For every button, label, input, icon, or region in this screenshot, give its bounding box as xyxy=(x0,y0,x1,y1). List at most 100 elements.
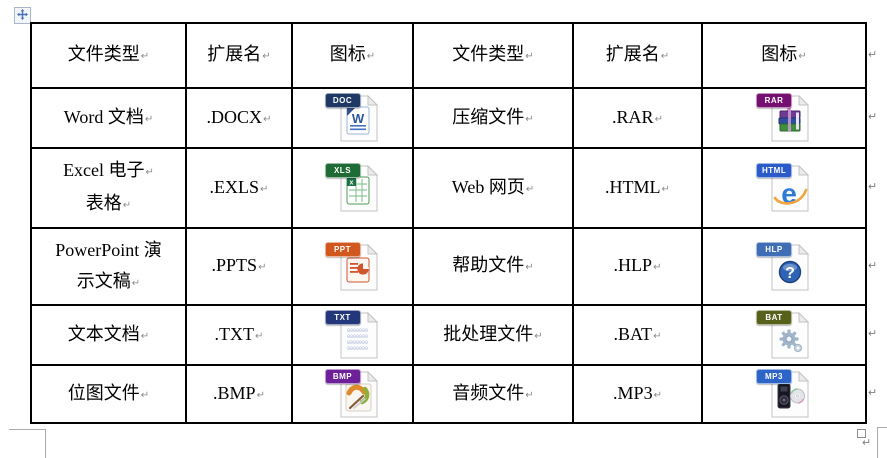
table-cell[interactable]: PPT xyxy=(291,227,414,306)
table-cell[interactable]: 压缩文件↵ xyxy=(412,87,574,149)
text-boundary-corner-mark xyxy=(877,427,887,428)
table-cell[interactable]: .RAR↵ xyxy=(572,87,703,149)
html-file-icon[interactable]: e HTML xyxy=(756,163,812,213)
end-of-cell-mark: ↵ xyxy=(144,113,154,125)
end-of-cell-mark: ↵ xyxy=(660,51,670,62)
cell-text: 批处理文件 xyxy=(443,323,534,344)
table-resize-handle[interactable] xyxy=(857,429,866,438)
ppt-file-icon[interactable]: PPT xyxy=(324,241,381,292)
table-cell[interactable]: 0000000 0000000 0000000 0000000 TXT xyxy=(291,304,414,366)
cell-text: .MP3 xyxy=(613,382,653,403)
cell-text: 示文稿 xyxy=(76,270,131,291)
end-of-cell-mark: ↵ xyxy=(525,262,534,273)
end-of-cell-mark: ↵ xyxy=(140,51,150,62)
table-cell[interactable]: ? HLP xyxy=(701,227,867,306)
text-boundary-corner-mark xyxy=(45,429,46,458)
table-cell[interactable]: 位图文件↵ xyxy=(30,364,187,424)
end-of-cell-mark: ↵ xyxy=(525,389,534,401)
table-cell[interactable]: .HTML↵ xyxy=(572,147,703,229)
table-cell[interactable]: BAT xyxy=(701,304,867,366)
end-of-cell-mark: ↵ xyxy=(145,167,154,178)
cell-text: 压缩文件 xyxy=(452,106,525,127)
table-cell[interactable]: 帮助文件↵ xyxy=(412,227,574,306)
column-header-text: 图标 xyxy=(761,44,798,64)
cell-text: .BMP xyxy=(213,382,256,403)
table-cell[interactable]: Word 文档↵ xyxy=(30,87,187,149)
end-of-row-mark: ↵ xyxy=(868,111,878,123)
table-cell[interactable]: 文本文档↵ xyxy=(30,304,187,366)
file-type-badge: BAT xyxy=(756,310,792,325)
column-header-text: 扩展名 xyxy=(605,44,660,64)
svg-text:x: x xyxy=(349,180,353,187)
svg-text:0000000: 0000000 xyxy=(347,340,368,346)
txt-file-icon[interactable]: 0000000 0000000 0000000 0000000 TXT xyxy=(324,310,381,360)
table-row: Excel 电子↵ 表格↵ .EXLS↵ x XLS Web 网页↵ .HTML↵ e HTML xyxy=(30,147,867,229)
end-of-cell-mark: ↵ xyxy=(263,113,272,125)
table-cell[interactable]: MP3 xyxy=(701,364,867,424)
svg-text:0000000: 0000000 xyxy=(347,328,368,334)
table-cell[interactable]: .BMP↵ xyxy=(185,364,293,424)
table-row: 位图文件↵ .BMP↵ BMP 音频文件↵ .MP3↵ MP3 xyxy=(30,364,867,424)
end-of-cell-mark: ↵ xyxy=(258,262,267,273)
end-of-cell-mark: ↵ xyxy=(366,51,376,62)
table-cell[interactable]: .EXLS↵ xyxy=(185,147,293,229)
hlp-file-icon[interactable]: ? HLP xyxy=(756,241,812,292)
cell-text: 音频文件 xyxy=(452,382,525,403)
rar-file-icon[interactable]: RAR xyxy=(756,93,812,143)
file-type-badge: XLS xyxy=(324,163,361,178)
cell-text: .EXLS xyxy=(209,176,260,197)
column-header-text: 文件类型 xyxy=(67,44,140,64)
end-of-cell-mark: ↵ xyxy=(653,389,662,401)
table-cell[interactable]: 批处理文件↵ xyxy=(412,304,574,366)
cell-text: 帮助文件 xyxy=(452,255,525,275)
table-cell[interactable]: Web 网页↵ xyxy=(412,147,574,229)
doc-file-icon[interactable]: W DOC xyxy=(324,93,381,143)
table-cell[interactable]: .DOCX↵ xyxy=(185,87,293,149)
table-cell[interactable]: Excel 电子↵ 表格↵ xyxy=(30,147,187,229)
table-cell[interactable]: 图标↵ xyxy=(701,22,867,89)
table-cell[interactable]: x XLS xyxy=(291,147,414,229)
table-cell[interactable]: .HLP↵ xyxy=(572,227,703,306)
svg-text:0000000: 0000000 xyxy=(347,346,368,352)
table-cell[interactable]: 扩展名↵ xyxy=(572,22,703,89)
table-cell[interactable]: 文件类型↵ xyxy=(30,22,187,89)
end-of-cell-mark: ↵ xyxy=(262,51,271,62)
text-boundary-corner-mark xyxy=(877,427,878,458)
table-cell[interactable]: .TXT↵ xyxy=(185,304,293,366)
table-row: 文本文档↵ .TXT↵ 0000000 0000000 0000000 0000000 TX… xyxy=(30,304,867,366)
table-cell[interactable]: .BAT↵ xyxy=(572,304,703,366)
cell-text: Excel 电子 xyxy=(63,160,145,180)
xls-file-icon[interactable]: x XLS xyxy=(324,163,381,213)
end-of-cell-mark: ↵ xyxy=(653,262,662,273)
table-cell[interactable]: 图标↵ xyxy=(291,22,414,89)
end-of-row-mark: ↵ xyxy=(868,181,878,193)
file-type-badge: RAR xyxy=(756,93,792,108)
table-cell[interactable]: 文件类型↵ xyxy=(412,22,574,89)
column-header-text: 扩展名 xyxy=(207,44,262,64)
table-cell[interactable]: .PPTS↵ xyxy=(185,227,293,306)
table-cell[interactable]: RAR xyxy=(701,87,867,149)
file-type-badge: DOC xyxy=(324,93,361,108)
table-move-handle[interactable] xyxy=(14,7,31,24)
table-header-row: 文件类型↵ 扩展名↵ 图标↵ 文件类型↵ 扩展名↵ 图标↵ xyxy=(30,22,867,89)
end-of-cell-mark: ↵ xyxy=(653,330,662,342)
table-cell[interactable]: PowerPoint 演示文稿↵ xyxy=(30,227,187,306)
table-row: Word 文档↵ .DOCX↵ W DOC 压缩文件↵ .RAR↵ RAR xyxy=(30,87,867,149)
end-of-cell-mark: ↵ xyxy=(256,389,265,401)
bmp-file-icon[interactable]: BMP xyxy=(324,369,381,419)
table-cell[interactable]: e HTML xyxy=(701,147,867,229)
paragraph-mark: ↵ xyxy=(862,437,872,449)
table-cell[interactable]: 扩展名↵ xyxy=(185,22,293,89)
mp3-file-icon[interactable]: MP3 xyxy=(756,369,812,419)
bat-file-icon[interactable]: BAT xyxy=(756,310,812,360)
end-of-cell-mark: ↵ xyxy=(525,113,534,125)
table-cell[interactable]: W DOC xyxy=(291,87,414,149)
table-cell[interactable]: 音频文件↵ xyxy=(412,364,574,424)
end-of-row-mark: ↵ xyxy=(868,328,878,340)
end-of-cell-mark: ↵ xyxy=(122,200,132,211)
end-of-cell-mark: ↵ xyxy=(534,330,543,342)
table-cell[interactable]: .MP3↵ xyxy=(572,364,703,424)
end-of-row-mark: ↵ xyxy=(868,387,878,399)
table-cell[interactable]: BMP xyxy=(291,364,414,424)
end-of-cell-mark: ↵ xyxy=(661,183,670,195)
